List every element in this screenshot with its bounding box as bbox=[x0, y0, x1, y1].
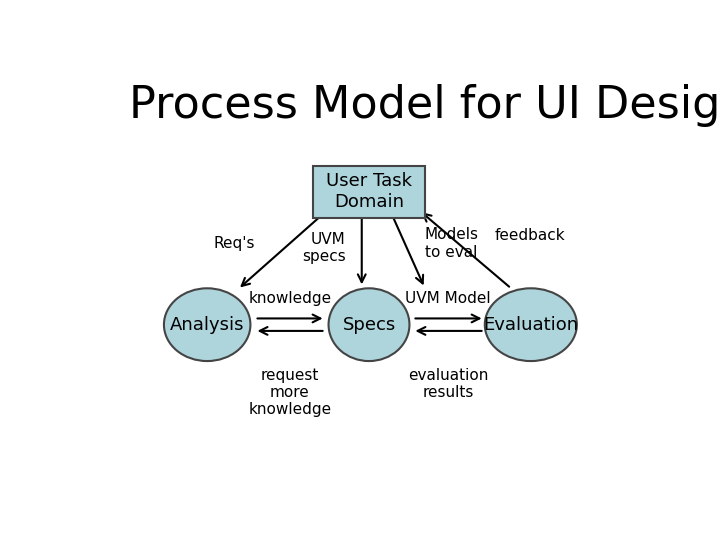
FancyBboxPatch shape bbox=[313, 166, 425, 218]
Text: Req's: Req's bbox=[213, 236, 255, 251]
Text: Models
to eval: Models to eval bbox=[425, 227, 479, 260]
Ellipse shape bbox=[485, 288, 577, 361]
Text: evaluation
results: evaluation results bbox=[408, 368, 488, 400]
Text: feedback: feedback bbox=[495, 228, 565, 243]
Text: UVM Model: UVM Model bbox=[405, 291, 491, 306]
Text: Evaluation: Evaluation bbox=[483, 316, 578, 334]
Text: knowledge: knowledge bbox=[248, 291, 331, 306]
Text: Process Model for UI Design: Process Model for UI Design bbox=[129, 84, 720, 126]
Text: Analysis: Analysis bbox=[170, 316, 244, 334]
Text: Specs: Specs bbox=[343, 316, 395, 334]
Text: User Task
Domain: User Task Domain bbox=[326, 172, 412, 211]
Text: UVM
specs: UVM specs bbox=[302, 232, 346, 264]
Ellipse shape bbox=[328, 288, 410, 361]
Ellipse shape bbox=[164, 288, 251, 361]
Text: request
more
knowledge: request more knowledge bbox=[248, 368, 331, 417]
